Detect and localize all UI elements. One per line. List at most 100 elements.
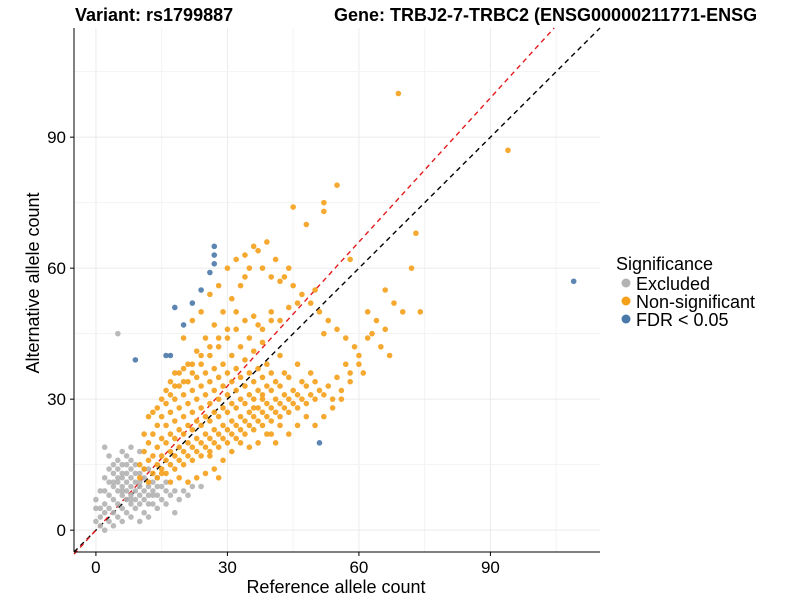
point-non-significant: [211, 466, 218, 472]
point-excluded: [93, 518, 99, 525]
legend-label-excluded: Excluded: [636, 274, 710, 294]
point-non-significant: [347, 370, 353, 376]
point-non-significant: [176, 444, 182, 451]
point-excluded: [132, 488, 139, 494]
point-non-significant: [180, 431, 187, 437]
point-non-significant: [250, 426, 257, 433]
point-non-significant: [211, 440, 218, 446]
point-excluded: [93, 505, 99, 512]
point-non-significant: [167, 409, 174, 416]
point-excluded: [136, 518, 143, 525]
point-excluded: [115, 479, 121, 485]
point-non-significant: [233, 405, 239, 411]
point-non-significant: [399, 309, 406, 315]
point-non-significant: [277, 352, 283, 359]
legend-label-non-significant: Non-significant: [636, 292, 755, 312]
point-non-significant: [215, 431, 222, 437]
point-non-significant: [163, 457, 169, 464]
point-non-significant: [281, 370, 288, 376]
point-excluded: [101, 474, 108, 481]
point-non-significant: [264, 239, 270, 245]
point-non-significant: [224, 265, 231, 271]
point-non-significant: [391, 300, 397, 306]
point-non-significant: [360, 370, 367, 376]
point-excluded: [110, 483, 117, 490]
point-non-significant: [242, 400, 248, 407]
point-excluded: [115, 457, 121, 464]
point-non-significant: [202, 392, 209, 398]
point-non-significant: [172, 466, 178, 472]
point-non-significant: [176, 383, 182, 389]
point-non-significant: [215, 413, 222, 420]
point-non-significant: [189, 409, 196, 416]
point-non-significant: [224, 370, 231, 376]
chart-title-gene: Gene: TRBJ2-7-TRBC2 (ENSG00000211771-ENS…: [334, 5, 757, 25]
point-non-significant: [224, 392, 231, 398]
point-non-significant: [285, 431, 292, 437]
point-non-significant: [193, 448, 200, 455]
point-non-significant: [220, 435, 226, 442]
point-excluded: [150, 488, 156, 494]
point-non-significant: [347, 256, 353, 263]
point-non-significant: [264, 361, 270, 368]
point-excluded: [128, 514, 134, 520]
point-non-significant: [215, 396, 222, 402]
point-non-significant: [193, 374, 200, 381]
point-non-significant: [224, 335, 231, 341]
point-non-significant: [154, 405, 161, 411]
point-excluded: [154, 505, 161, 512]
point-non-significant: [207, 448, 213, 455]
point-excluded: [180, 488, 187, 494]
point-excluded: [145, 501, 152, 507]
point-non-significant: [180, 392, 187, 398]
point-non-significant: [334, 326, 340, 333]
point-excluded: [115, 501, 121, 507]
point-non-significant: [250, 396, 257, 402]
point-non-significant: [207, 453, 213, 459]
point-non-significant: [229, 448, 235, 455]
point-non-significant: [211, 365, 218, 372]
point-non-significant: [207, 378, 213, 385]
point-excluded: [115, 514, 121, 520]
point-non-significant: [255, 322, 261, 328]
point-non-significant: [264, 431, 270, 437]
point-fdr-0-05: [570, 278, 577, 285]
point-non-significant: [229, 431, 235, 437]
point-non-significant: [163, 400, 169, 407]
point-non-significant: [237, 440, 244, 446]
point-excluded: [163, 501, 169, 507]
point-non-significant: [202, 470, 209, 477]
point-non-significant: [180, 448, 187, 455]
point-non-significant: [176, 457, 182, 464]
point-non-significant: [237, 413, 244, 420]
point-non-significant: [329, 405, 336, 411]
point-non-significant: [176, 370, 182, 376]
point-non-significant: [312, 378, 318, 385]
point-excluded: [119, 492, 126, 499]
point-non-significant: [145, 413, 152, 420]
x-tick-label: 30: [218, 558, 237, 577]
point-non-significant: [294, 405, 301, 411]
point-non-significant: [356, 352, 362, 359]
point-non-significant: [229, 378, 235, 385]
point-non-significant: [242, 252, 248, 258]
point-non-significant: [299, 378, 305, 385]
point-non-significant: [285, 396, 292, 402]
legend-swatch-non-significant: [621, 296, 631, 306]
point-excluded: [119, 488, 126, 494]
point-non-significant: [342, 335, 349, 341]
point-non-significant: [242, 418, 248, 424]
point-non-significant: [321, 199, 327, 206]
point-non-significant: [395, 90, 402, 97]
point-fdr-0-05: [316, 440, 323, 446]
point-non-significant: [207, 291, 213, 298]
point-non-significant: [382, 287, 389, 293]
point-excluded: [136, 448, 143, 455]
point-non-significant: [224, 440, 231, 446]
point-non-significant: [250, 313, 257, 320]
point-non-significant: [172, 396, 178, 402]
point-non-significant: [211, 322, 218, 328]
point-non-significant: [167, 461, 174, 468]
point-non-significant: [312, 287, 318, 293]
point-non-significant: [198, 453, 204, 459]
